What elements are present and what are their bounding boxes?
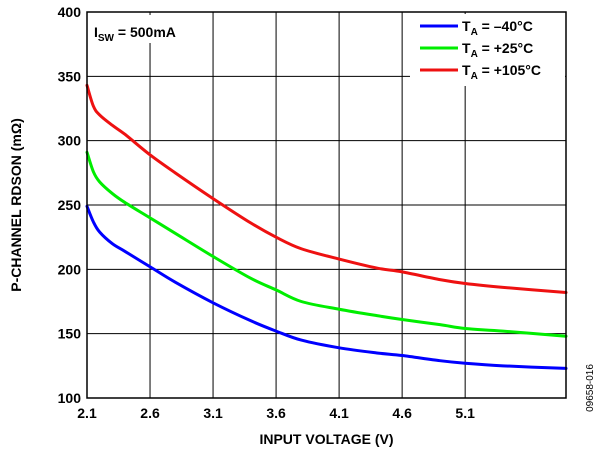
series-line-plus25c	[85, 150, 568, 338]
annotation-main: I	[94, 24, 98, 40]
legend-label-value: = +25°C	[478, 40, 533, 56]
x-tick-label: 4.6	[392, 405, 412, 421]
legend-entry-plus25c: TA = +25°C	[420, 40, 533, 60]
plot-frame	[86, 11, 567, 399]
y-tick-label: 100	[58, 390, 82, 406]
y-axis-title: P-CHANNEL RDSON (mΩ)	[8, 118, 24, 292]
series-line-plus105c	[85, 83, 568, 294]
x-tick-label: 3.1	[203, 405, 223, 421]
y-tick-label: 350	[58, 68, 82, 84]
x-tick-label: 2.6	[140, 405, 160, 421]
x-tick-label: 2.1	[77, 405, 97, 421]
legend-label-main: T	[462, 62, 471, 78]
x-tick-label: 4.1	[329, 405, 349, 421]
legend: TA = –40°CTA = +25°CTA = +105°C	[420, 18, 541, 82]
legend-label: TA = +105°C	[462, 62, 541, 82]
legend-entry-minus40c: TA = –40°C	[420, 18, 533, 38]
data-series	[85, 83, 568, 370]
legend-label-main: T	[462, 40, 471, 56]
annotation-value: = 500mA	[114, 24, 176, 40]
annotation-background	[90, 15, 208, 43]
legend-entry-plus105c: TA = +105°C	[420, 62, 541, 82]
y-tick-label: 400	[58, 4, 82, 20]
x-axis-title: INPUT VOLTAGE (V)	[259, 431, 393, 447]
x-tick-label: 5.1	[455, 405, 475, 421]
legend-label-subscript: A	[471, 27, 478, 38]
y-tick-label: 150	[58, 326, 82, 342]
y-tick-label: 250	[58, 197, 82, 213]
figure-id: 09658-016	[585, 364, 596, 412]
y-tick-label: 200	[58, 261, 82, 277]
legend-label-main: T	[462, 18, 471, 34]
legend-label-value: = +105°C	[478, 62, 541, 78]
tick-labels: 2.1 2.6 3.1 3.6 4.1 4.6 5.1 100 150 200 250 300 350 4…	[58, 4, 475, 421]
y-tick-label: 300	[58, 133, 82, 149]
series-line-minus40c	[85, 204, 568, 370]
annotation-switch-current: ISW = 500mA	[94, 24, 176, 44]
legend-label-subscript: A	[471, 71, 478, 82]
legend-label: TA = –40°C	[462, 18, 533, 38]
legend-label-subscript: A	[471, 49, 478, 60]
x-tick-label: 3.6	[266, 405, 286, 421]
legend-label-value: = –40°C	[478, 18, 533, 34]
annotation-subscript: SW	[98, 33, 115, 44]
legend-label: TA = +25°C	[462, 40, 533, 60]
